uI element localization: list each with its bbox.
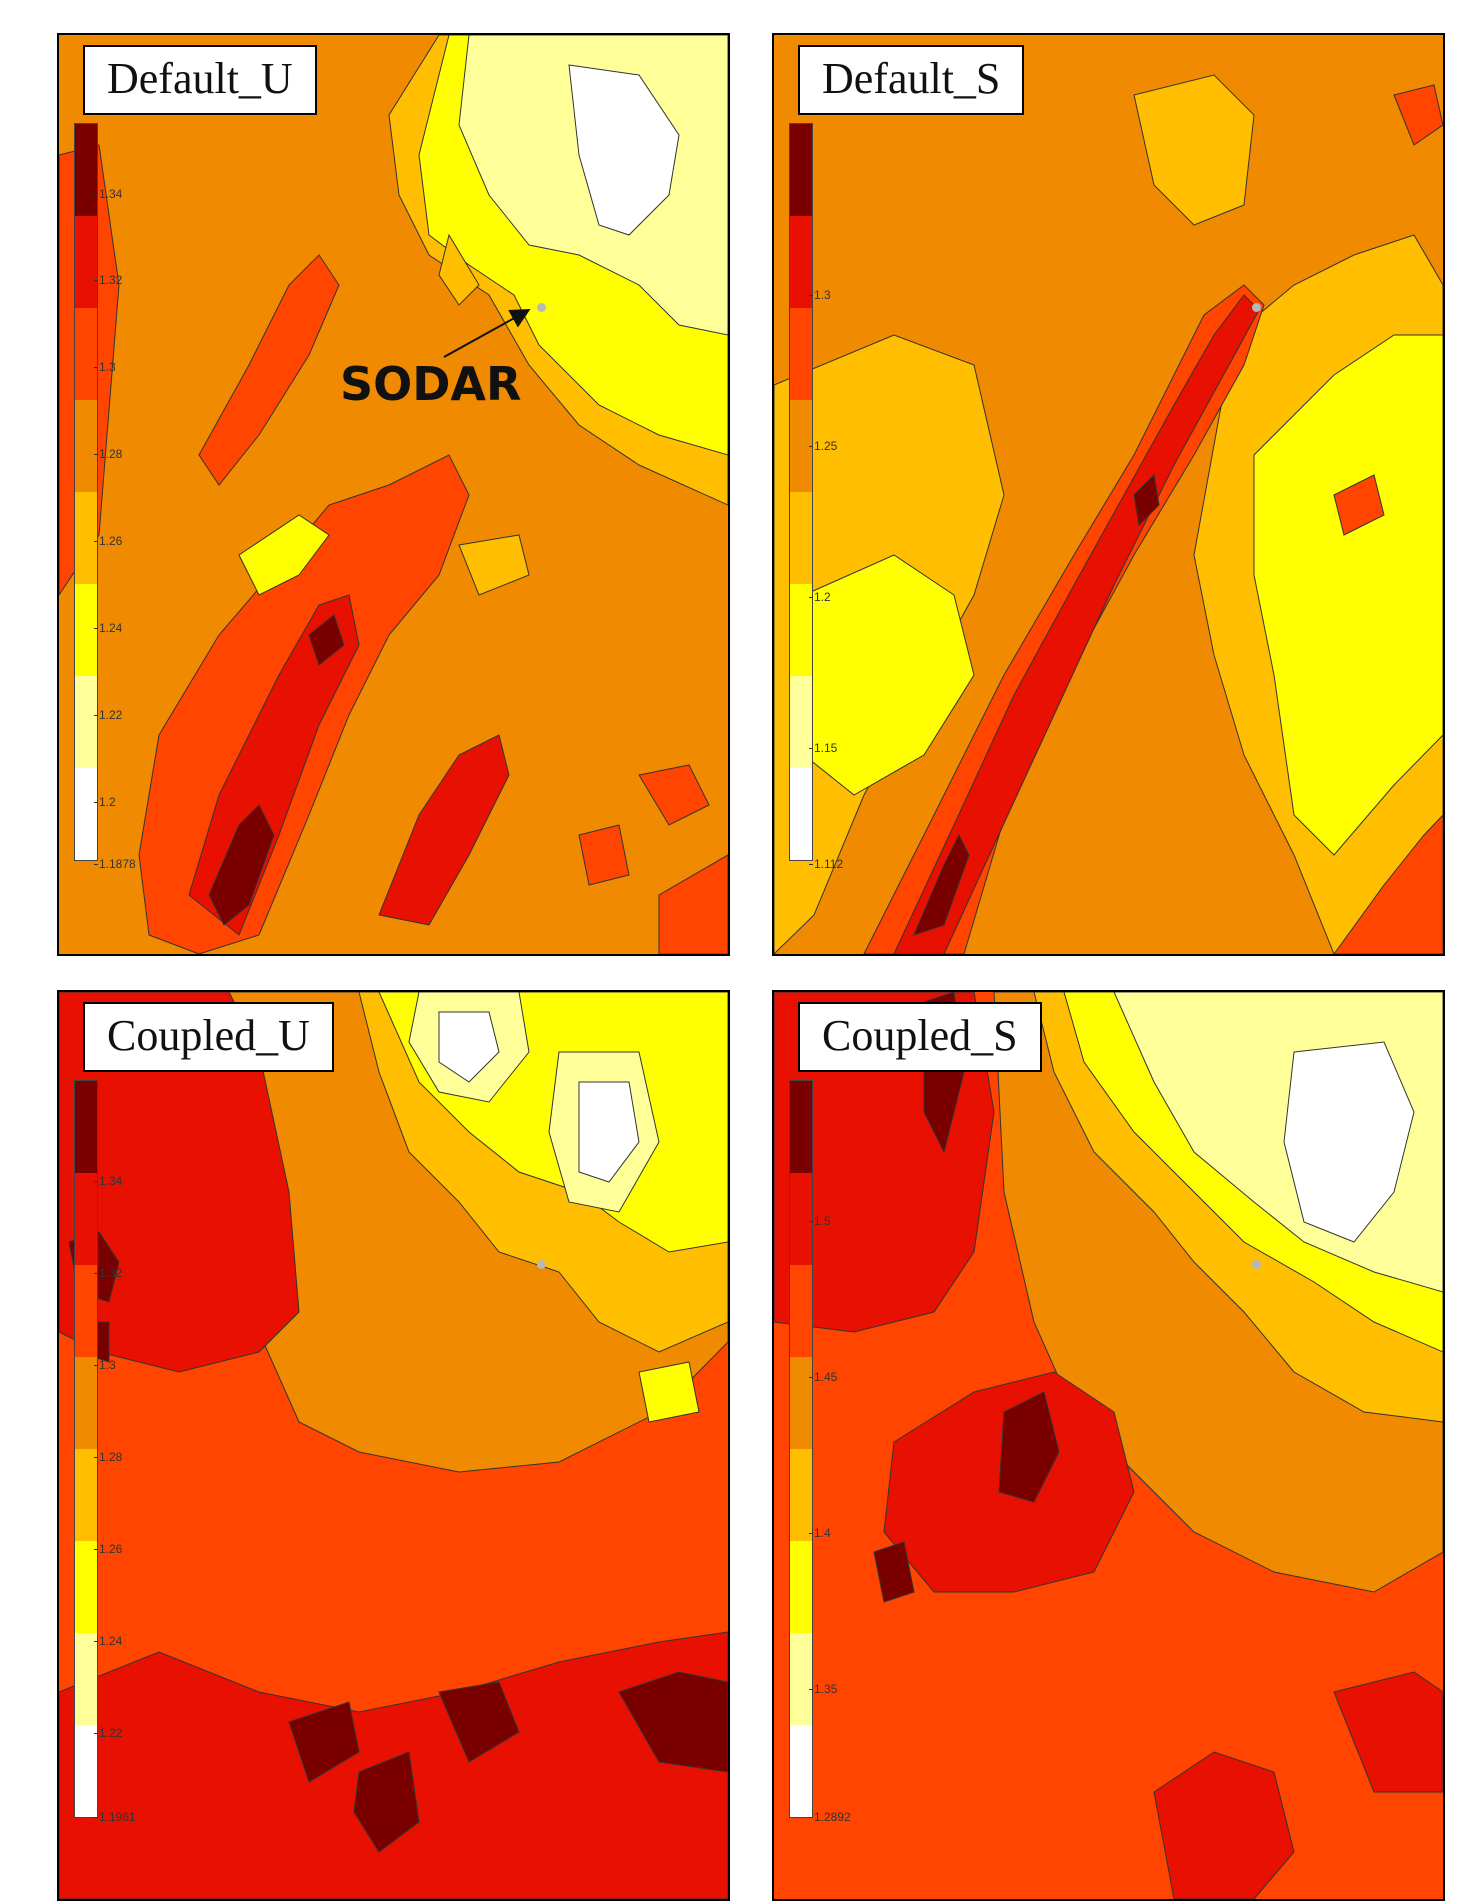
panel-title: Default_S (798, 45, 1025, 116)
colorbar-tick: 1.3 (94, 360, 116, 374)
map-panel-coupled-s: Coupled_S 1.5 1.45 1.4 1.35 1.2892 (772, 990, 1445, 1901)
colorbar-tick: 1.3 (809, 288, 831, 302)
sodar-marker (537, 303, 546, 312)
colorbar-tick: 1.34 (93, 187, 123, 201)
colorbar-tick: 1.2 (94, 795, 116, 809)
colorbar-tick: 1.34 (93, 1174, 123, 1188)
colorbar-tick: 1.2 (809, 590, 831, 604)
sodar-arrow (443, 309, 531, 358)
contour-map (774, 35, 1443, 954)
contour-map (774, 992, 1443, 1899)
map-panel-default-u: Default_U 1.34 1.32 1.3 1.28 1.26 1.24 1… (57, 33, 730, 956)
colorbar-tick: 1.2892 (809, 1810, 851, 1824)
colorbar-tick: 1.32 (93, 273, 123, 287)
colorbar-tick: 1.24 (93, 1634, 123, 1648)
sodar-marker (1252, 303, 1261, 312)
colorbar-tick: 1.22 (93, 1726, 123, 1740)
colorbar-tick: 1.28 (93, 447, 123, 461)
colorbar-tick: 1.112 (808, 857, 844, 871)
colorbar-tick: 1.1878 (94, 857, 136, 871)
colorbar-tick: 1.3 (94, 1358, 116, 1372)
colorbar-tick: 1.15 (808, 741, 838, 755)
contour-map (59, 992, 728, 1899)
colorbar (74, 123, 98, 861)
colorbar-tick: 1.5 (809, 1214, 831, 1228)
colorbar-tick: 1.25 (808, 439, 838, 453)
map-panel-default-s: Default_S 1.3 1.25 1.2 1.15 1.112 (772, 33, 1445, 956)
panel-title: Coupled_S (798, 1002, 1042, 1073)
colorbar-tick: 1.26 (93, 1542, 123, 1556)
panel-title: Default_U (83, 45, 317, 116)
colorbar-tick: 1.26 (93, 534, 123, 548)
colorbar-tick: 1.32 (93, 1266, 123, 1280)
colorbar-tick: 1.28 (93, 1450, 123, 1464)
sodar-label: SODAR (340, 357, 522, 411)
colorbar (789, 1080, 813, 1818)
colorbar-tick: 1.35 (808, 1682, 838, 1696)
colorbar-tick: 1.45 (808, 1370, 838, 1384)
map-panel-coupled-u: Coupled_U 1.34 1.32 1.3 1.28 1.26 1.24 1… (57, 990, 730, 1901)
colorbar (74, 1080, 98, 1818)
colorbar-tick: 1.1961 (94, 1810, 136, 1824)
sodar-marker (537, 1260, 546, 1269)
colorbar (789, 123, 813, 861)
sodar-marker (1252, 1260, 1261, 1269)
panel-title: Coupled_U (83, 1002, 334, 1073)
colorbar-tick: 1.4 (809, 1526, 831, 1540)
contour-map (59, 35, 728, 954)
colorbar-tick: 1.22 (93, 708, 123, 722)
colorbar-tick: 1.24 (93, 621, 123, 635)
